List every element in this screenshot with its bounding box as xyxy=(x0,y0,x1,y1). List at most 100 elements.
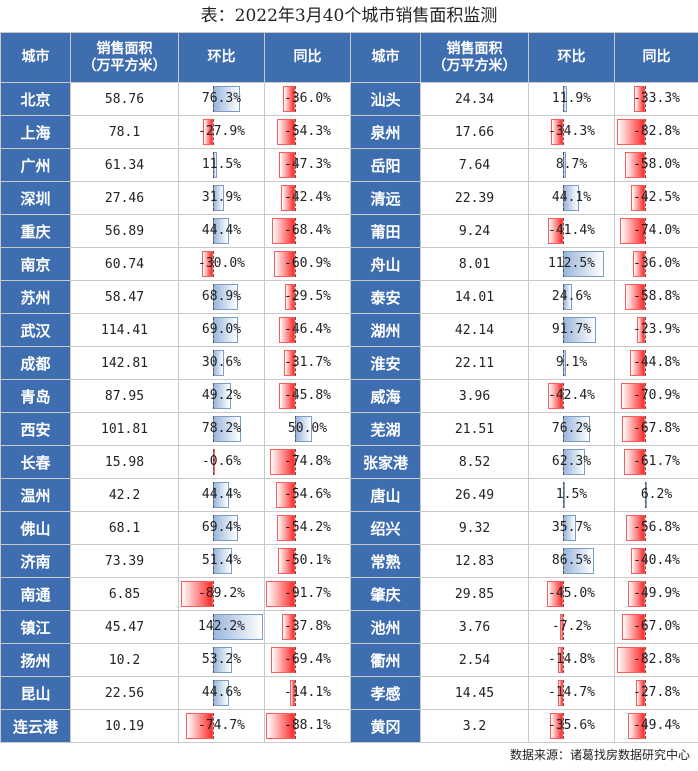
mom-positive-bar xyxy=(563,416,591,442)
yoy-axis-line xyxy=(295,119,296,145)
mom-value: 112.5% xyxy=(548,256,595,271)
mom-axis-line xyxy=(563,350,564,376)
yoy-bar-cell: -74.0% xyxy=(614,214,698,248)
yoy-axis-line xyxy=(645,317,646,343)
yoy-negative-bar xyxy=(625,284,645,310)
mom-axis-line xyxy=(563,548,564,574)
sales-area: 58.47 xyxy=(70,280,179,314)
sales-area: 78.1 xyxy=(70,115,179,149)
yoy-axis-line xyxy=(295,449,296,475)
mom-negative-bar xyxy=(547,383,563,409)
mom-bar-cell: 78.2% xyxy=(178,412,265,446)
city-name: 唐山 xyxy=(350,478,421,512)
city-name: 衢州 xyxy=(350,643,421,677)
mom-value: 11.5% xyxy=(201,157,242,172)
header-mom: 环比 xyxy=(178,32,265,83)
mom-value: 8.7% xyxy=(555,157,588,172)
table-row: 南通 6.85 -89.2% -91.7% 肇庆 29.85 -45.0% -49.9% xyxy=(0,577,698,611)
mom-negative-bar xyxy=(550,119,563,145)
mom-axis-line xyxy=(213,680,214,706)
yoy-axis-line xyxy=(645,581,646,607)
yoy-negative-bar xyxy=(266,581,295,607)
mom-value: 78.2% xyxy=(201,421,242,436)
mom-axis-line xyxy=(213,119,214,145)
sales-area: 58.76 xyxy=(70,82,179,116)
mom-bar-cell: -0.6% xyxy=(178,445,265,479)
city-name: 扬州 xyxy=(0,643,71,677)
mom-value: -14.8% xyxy=(548,652,595,667)
city-name: 黄冈 xyxy=(350,709,421,743)
yoy-negative-bar xyxy=(284,284,295,310)
city-name: 芜湖 xyxy=(350,412,421,446)
mom-axis-line xyxy=(213,86,214,112)
city-name: 常熟 xyxy=(350,544,421,578)
header-yoy: 同比 xyxy=(614,32,698,83)
mom-axis-line xyxy=(563,680,564,706)
sales-area: 12.83 xyxy=(420,544,529,578)
yoy-negative-bar xyxy=(276,119,295,145)
yoy-bar-cell: -67.0% xyxy=(614,610,698,644)
yoy-axis-line xyxy=(645,86,646,112)
sales-area: 6.85 xyxy=(70,577,179,611)
yoy-value: -56.8% xyxy=(633,520,680,535)
table-row: 扬州 10.2 53.2% -69.4% 衢州 2.54 -14.8% -82.8% xyxy=(0,643,698,677)
mom-positive-bar xyxy=(563,317,596,343)
yoy-axis-line xyxy=(645,218,646,244)
city-name: 肇庆 xyxy=(350,577,421,611)
yoy-negative-bar xyxy=(625,515,645,541)
yoy-axis-line xyxy=(295,614,296,640)
yoy-value: -46.4% xyxy=(284,322,331,337)
yoy-value: -58.0% xyxy=(633,157,680,172)
header-city: 城市 xyxy=(350,32,421,83)
yoy-value: -70.9% xyxy=(633,388,680,403)
mom-value: -14.7% xyxy=(548,685,595,700)
city-name: 佛山 xyxy=(0,511,71,545)
mom-bar-cell: 44.6% xyxy=(178,676,265,710)
mom-bar-cell: 69.4% xyxy=(178,511,265,545)
city-name: 深圳 xyxy=(0,181,71,215)
mom-axis-line xyxy=(563,383,564,409)
yoy-bar-cell: -88.1% xyxy=(264,709,351,743)
yoy-bar-cell: -47.3% xyxy=(264,148,351,182)
yoy-axis-line xyxy=(645,548,646,574)
yoy-bar-cell: 6.2% xyxy=(614,478,698,512)
table-row: 南京 60.74 -30.0% -60.9% 舟山 8.01 112.5% -36.0% xyxy=(0,247,698,281)
yoy-axis-line xyxy=(645,515,646,541)
mom-negative-bar xyxy=(180,581,213,607)
mom-value: 91.7% xyxy=(551,322,592,337)
yoy-bar-cell: -67.8% xyxy=(614,412,698,446)
mom-axis-line xyxy=(563,647,564,673)
city-name: 重庆 xyxy=(0,214,71,248)
yoy-value: -31.7% xyxy=(284,355,331,370)
city-name: 上海 xyxy=(0,115,71,149)
mom-bar-cell: -42.4% xyxy=(528,379,615,413)
yoy-value: -91.7% xyxy=(284,586,331,601)
yoy-negative-bar xyxy=(271,218,295,244)
mom-axis-line xyxy=(563,251,564,277)
sales-area: 87.95 xyxy=(70,379,179,413)
yoy-bar-cell: -91.7% xyxy=(264,577,351,611)
yoy-axis-line xyxy=(295,647,296,673)
mom-axis-line xyxy=(213,515,214,541)
sales-area: 24.34 xyxy=(420,82,529,116)
mom-value: 86.5% xyxy=(551,553,592,568)
mom-axis-line xyxy=(563,86,564,112)
city-name: 青岛 xyxy=(0,379,71,413)
city-name: 湖州 xyxy=(350,313,421,347)
yoy-axis-line xyxy=(295,185,296,211)
header-mom: 环比 xyxy=(528,32,615,83)
mom-bar-cell: 44.1% xyxy=(528,181,615,215)
table-title: 表：2022年3月40个城市销售面积监测 xyxy=(200,6,498,26)
yoy-negative-bar xyxy=(282,86,295,112)
mom-value: 44.6% xyxy=(201,685,242,700)
yoy-axis-line xyxy=(645,350,646,376)
mom-axis-line xyxy=(563,581,564,607)
header-row: 城市 销售面积 （万平方米） 环比 同比 城市 销售面积 （万平方米） 环比 同比 xyxy=(0,32,698,83)
sales-area: 61.34 xyxy=(70,148,179,182)
city-sales-table: 城市 销售面积 （万平方米） 环比 同比 城市 销售面积 （万平方米） 环比 同比 … xyxy=(0,32,698,743)
mom-value: -34.3% xyxy=(548,124,595,139)
sales-area: 3.76 xyxy=(420,610,529,644)
yoy-bar-cell: -36.0% xyxy=(614,247,698,281)
yoy-value: -49.9% xyxy=(633,586,680,601)
